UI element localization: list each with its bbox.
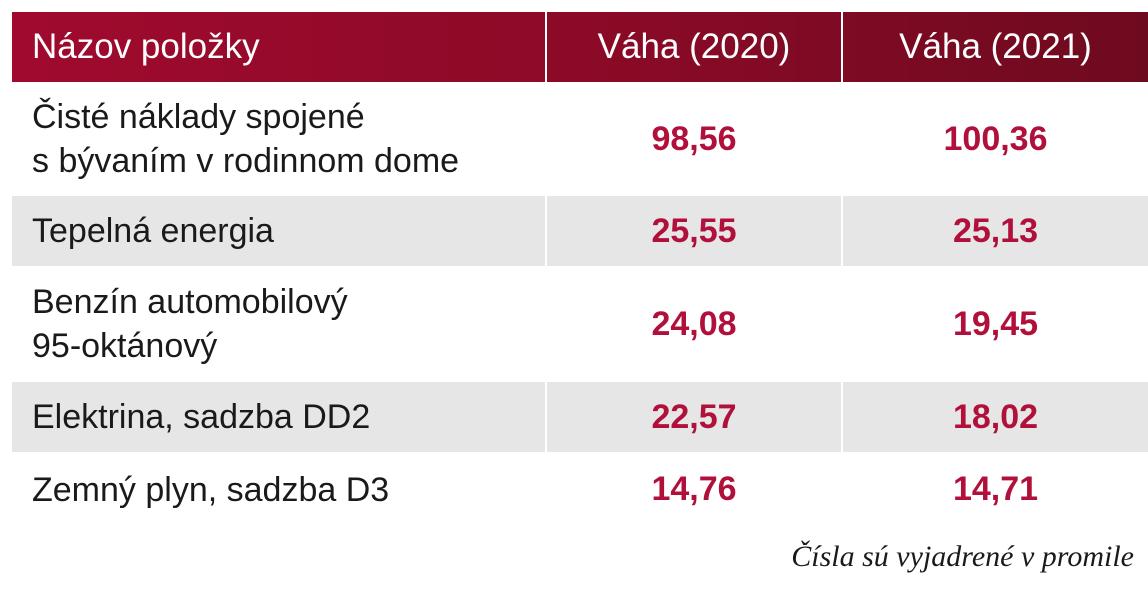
table-row: Tepelná energia 25,55 25,13 <box>12 194 1148 267</box>
weight-2021-cell: 14,71 <box>841 452 1148 525</box>
table-row: Čisté náklady spojené s bývaním v rodinn… <box>12 82 1148 195</box>
header-row: Názov položky Váha (2020) Váha (2021) <box>12 12 1148 83</box>
item-name-line1: Elektrina, sadzba DD2 <box>32 398 371 436</box>
table-row: Zemný plyn, sadzba D3 14,76 14,71 <box>12 452 1148 525</box>
item-name-line1: Tepelná energia <box>32 212 274 250</box>
item-name-line1: Benzín automobilový <box>32 283 348 321</box>
item-name-line1: Čisté náklady spojené <box>32 98 365 136</box>
weights-table: Názov položky Váha (2020) Váha (2021) Či… <box>12 12 1148 525</box>
header-weight-2020: Váha (2020) <box>545 12 842 83</box>
item-name-cell: Tepelná energia <box>12 194 546 267</box>
table-header: Názov položky Váha (2020) Váha (2021) <box>12 12 1148 83</box>
item-name-cell: Zemný plyn, sadzba D3 <box>12 452 546 525</box>
weights-table-container: Názov položky Váha (2020) Váha (2021) Či… <box>12 12 1148 525</box>
weight-2020-cell: 25,55 <box>545 194 842 267</box>
table-row: Benzín automobilový 95-oktánový 24,08 19… <box>12 266 1148 381</box>
table-row: Elektrina, sadzba DD2 22,57 18,02 <box>12 380 1148 453</box>
units-footnote: Čísla sú vyjadrené v promile <box>791 540 1134 573</box>
item-name-cell: Čisté náklady spojené s bývaním v rodinn… <box>12 82 546 195</box>
item-name-line2: 95-oktánový <box>32 327 218 365</box>
table-body: Čisté náklady spojené s bývaním v rodinn… <box>12 82 1148 525</box>
item-name-cell: Elektrina, sadzba DD2 <box>12 380 546 453</box>
weight-2021-cell: 100,36 <box>841 82 1148 195</box>
weight-2021-cell: 19,45 <box>841 266 1148 381</box>
header-weight-2021: Váha (2021) <box>841 12 1148 83</box>
weight-2021-cell: 18,02 <box>841 380 1148 453</box>
item-name-cell: Benzín automobilový 95-oktánový <box>12 266 546 381</box>
item-name-line2: s bývaním v rodinnom dome <box>32 142 460 180</box>
header-item-name: Názov položky <box>32 27 260 66</box>
item-name-line1: Zemný plyn, sadzba D3 <box>32 470 390 509</box>
weight-2020-cell: 14,76 <box>545 452 842 525</box>
weight-2020-cell: 98,56 <box>545 82 842 195</box>
weight-2021-cell: 25,13 <box>841 194 1148 267</box>
weight-2020-cell: 22,57 <box>545 380 842 453</box>
weight-2020-cell: 24,08 <box>545 266 842 381</box>
